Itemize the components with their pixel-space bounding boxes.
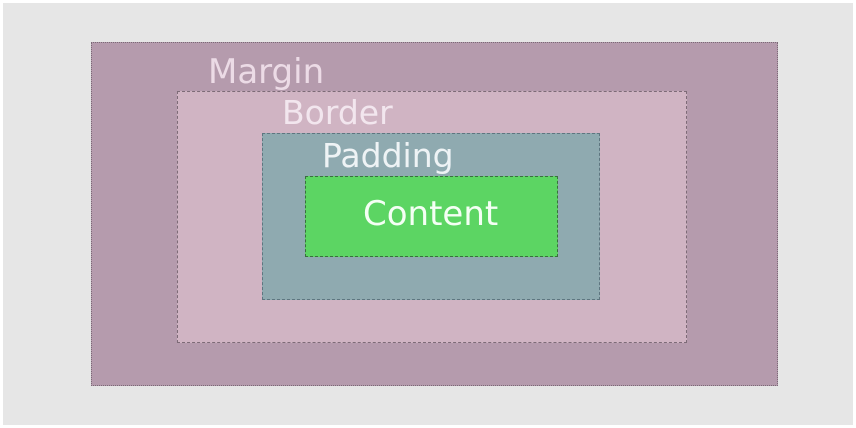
margin-label: Margin bbox=[208, 52, 325, 92]
padding-label: Padding bbox=[322, 136, 454, 175]
border-label: Border bbox=[282, 93, 393, 132]
diagram-canvas: Margin Border Padding Content bbox=[3, 3, 853, 425]
content-label: Content bbox=[363, 194, 499, 234]
content-box bbox=[305, 176, 558, 257]
